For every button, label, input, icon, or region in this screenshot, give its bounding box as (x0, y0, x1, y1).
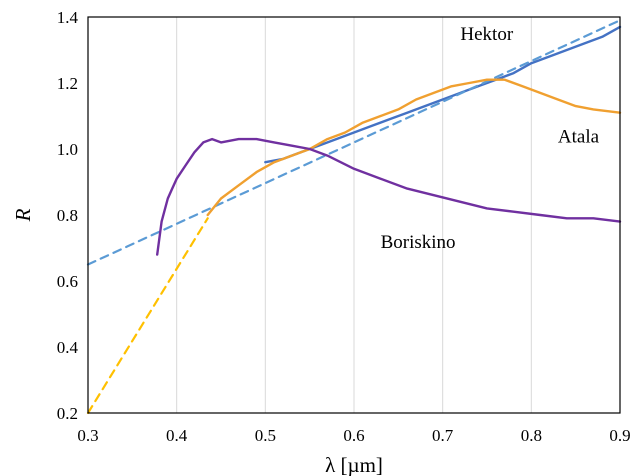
x-tick-label: 0.5 (255, 426, 276, 445)
y-axis-ticks: 0.2 0.4 0.6 0.8 1.0 1.2 1.4 (57, 8, 79, 423)
atala-label: Atala (558, 126, 600, 147)
hektor-label: Hektor (460, 24, 513, 45)
y-tick-label: 1.4 (57, 8, 79, 27)
extrapolation-3-series-line (86, 217, 209, 415)
x-axis-title: λ [µm] (325, 453, 383, 476)
x-tick-label: 0.6 (343, 426, 364, 445)
x-tick-label: 0.7 (432, 426, 454, 445)
atala-series-line (206, 78, 622, 217)
x-tick-label: 0.4 (166, 426, 188, 445)
y-tick-label: 0.4 (57, 338, 79, 357)
x-tick-label: 0.8 (521, 426, 542, 445)
y-tick-label: 0.8 (57, 206, 78, 225)
y-tick-label: 1.0 (57, 140, 78, 159)
x-axis-ticks: 0.3 0.4 0.5 0.6 0.7 0.8 0.9 (77, 426, 630, 445)
y-tick-label: 0.2 (57, 404, 78, 423)
boriskino-series-line (155, 137, 622, 256)
plot-frame (87, 16, 621, 414)
x-tick-label: 0.9 (609, 426, 630, 445)
y-tick-label: 0.6 (57, 272, 78, 291)
hektor-series-line (264, 25, 622, 164)
boriskino-label: Boriskino (381, 232, 456, 253)
x-tick-label: 0.3 (77, 426, 98, 445)
extrapolation-1-series-line (86, 19, 622, 266)
series-layer (86, 19, 622, 415)
y-tick-label: 1.2 (57, 74, 78, 93)
y-axis-title: R (11, 208, 35, 222)
vertical-grid (176, 17, 532, 413)
series-labels: Hektor Atala Boriskino (381, 24, 600, 253)
